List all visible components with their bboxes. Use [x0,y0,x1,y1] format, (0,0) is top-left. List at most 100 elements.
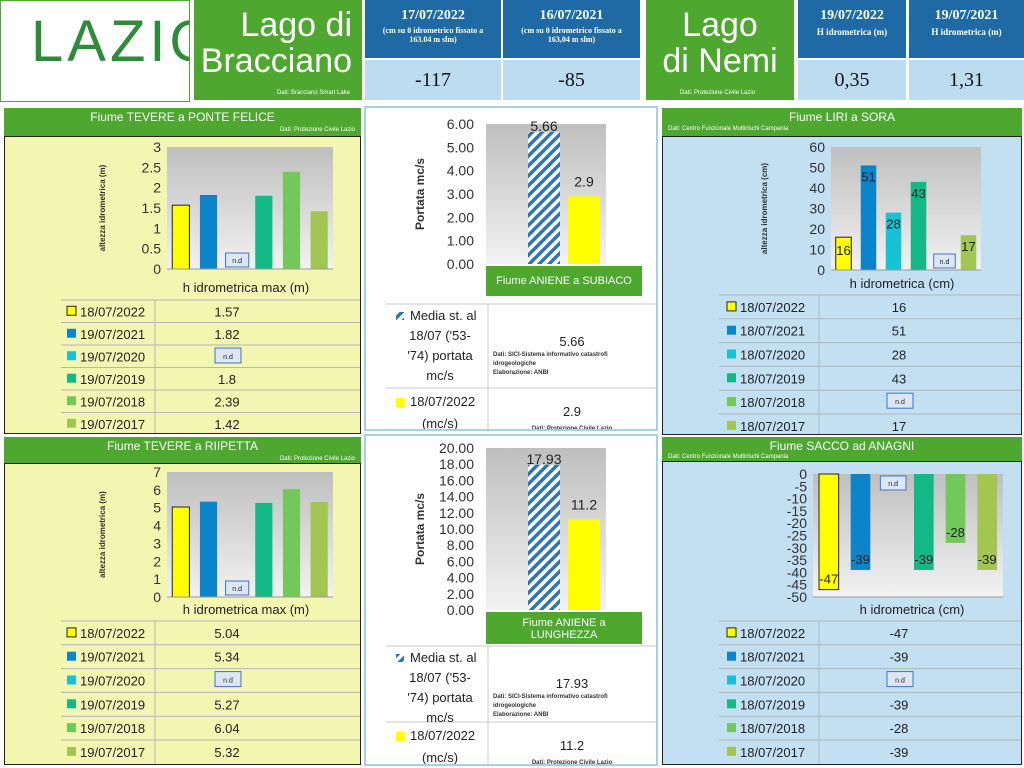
legend-key [67,418,76,428]
y-tick-label: -30 [787,540,807,556]
y-tick-label: -15 [787,503,807,519]
table-value: 11.2 [560,738,584,753]
y-tick-label: -20 [787,515,807,531]
legend-date: 19/07/2018 [80,721,145,736]
legend-date: 18/07/2017 [740,745,805,760]
bar [282,489,301,597]
legend-date: 18/07/2018 [740,395,805,410]
plot-background [167,147,333,269]
legend-date: 18/07/2021 [740,650,805,665]
y-tick-label: 0.00 [447,256,474,272]
bar [528,464,560,610]
table-value: n.d [223,354,233,361]
date-label: 17/07/2022 [401,8,465,23]
bar [850,474,871,570]
y-tick-label: 4 [153,518,161,534]
table-value: 6.04 [214,721,239,736]
table-value: n.d [895,678,905,685]
table-value: n.d [223,678,233,685]
data-label: -39 [851,552,870,567]
legend-key [727,397,736,407]
y-tick-label: -10 [787,491,807,507]
legend-key [66,627,77,638]
source-note: idrogeologiche [493,361,537,367]
chart-area: 0 0.5 1 1.5 2 2.5 3 altezza idrometrica (m) n.d h… [4,136,361,434]
data-label: 43 [911,186,925,201]
legend-label: '74) portata [407,348,473,363]
legend-key [67,651,76,661]
table-value: 51 [892,324,906,339]
date-label: 16/07/2021 [539,8,604,23]
nd-box [879,475,907,491]
bar [885,212,902,270]
panel-title: Fiume LIRI a SORA [662,108,1022,136]
legend-key [727,373,736,383]
nemi-title-line1: Lago [682,6,758,44]
y-tick-label: 0 [817,262,825,278]
table-value: 1.8 [218,372,236,387]
legend-date: 18/07/2020 [740,674,805,689]
y-axis-label: altezza idrometrica (cm) [760,163,769,254]
data-label: -47 [819,572,838,587]
legend-date: 18/07/2019 [740,371,805,386]
legend-date: 19/07/2017 [80,417,145,432]
y-tick-label: -40 [787,564,807,580]
nemi-title-line2: di Nemi [662,42,778,80]
source-note: Dati: SICI-Sistema informativo catastrof… [493,694,608,700]
panel-source: Dati: Centro Funzionale Multirischi Camp… [668,454,789,460]
plot-background [831,147,981,270]
bar [199,501,218,597]
y-tick-label: 7 [153,464,161,480]
bracciano-date-2021: 16/07/2021 (cm su 0 idrometrico fissato … [503,0,640,58]
data-label: 51 [861,169,875,184]
table-value: -39 [890,697,909,712]
legend-label: (mc/s) [422,416,458,429]
data-label: -39 [914,552,933,567]
tevere-ponte-felice-chart: 0 0.5 1 1.5 2 2.5 3 altezza idrometrica (m) n.d h… [61,139,360,433]
y-tick-label: 8.00 [447,537,474,553]
chart-title: Fiume ANIENE a [522,617,606,629]
source-note: Elaborazione: ANBI [493,370,549,376]
y-tick-label: 6.00 [447,553,474,569]
sacco-anagni-chart: 0-5-10-15-20-25-30-35-40-45-50 -47 -39 n.d -… [719,466,1021,764]
panel-sacco-anagni: Fiume SACCO ad ANAGNI Dati: Centro Funzi… [662,437,1022,765]
y-tick-label: 5.00 [447,139,474,155]
nd-box [933,253,956,269]
table-value: -47 [890,626,909,641]
panel-title: Fiume TEVERE a PONTE FELICE [4,108,361,136]
table-value: -39 [890,650,909,665]
y-tick-label: 0 [799,466,807,482]
legend-label: mc/s [426,368,454,383]
legend-key [727,325,736,335]
chart-area: 0 1 2 3 4 5 6 7 altezza idrometrica (m) n.d h idro… [4,463,361,765]
y-tick-label: 14.00 [439,489,474,505]
legend-key [66,305,77,316]
nd-box [886,671,914,688]
aniene-subiaco-chart: 0.00 1.00 2.00 3.00 4.00 5.00 6.00 Portata mc/s… [386,116,656,429]
panel-source: Dati: Protezione Civile Lazio [279,456,355,462]
legend-label: mc/s [426,710,454,725]
legend-key [726,627,737,638]
table-value: 5.04 [214,626,239,641]
data-label: 2.9 [574,173,594,189]
nd-box [225,580,250,596]
nemi-value-2021: 1,31 [909,60,1024,100]
nemi-value-2022: 0,35 [798,60,906,100]
bracciano-title-line2: Bracciano [200,42,352,80]
aniene-lunghezza-chart: 0.002.004.006.008.0010.0012.0014.0016.00… [386,440,656,764]
y-tick-label: 20 [809,221,825,237]
legend-label: Media st. al [410,650,477,665]
panel-liri-sora: Fiume LIRI a SORA Dati: Centro Funzional… [662,108,1022,435]
y-tick-label: 12.00 [439,505,474,521]
legend-date: 18/07/2019 [740,697,805,712]
y-tick-label: 30 [809,201,825,217]
y-tick-label: -45 [787,577,807,593]
legend-key [727,699,736,709]
chart-title: LUNGHEZZA [531,629,598,641]
plot-background [813,474,1003,597]
y-tick-label: 5 [153,500,161,516]
bar [310,211,328,269]
table-value: 28 [892,348,906,363]
y-tick-label: 20.00 [439,440,474,456]
date-note: (cm su 0 idrometrico fissato a 163,04 m … [521,26,622,44]
